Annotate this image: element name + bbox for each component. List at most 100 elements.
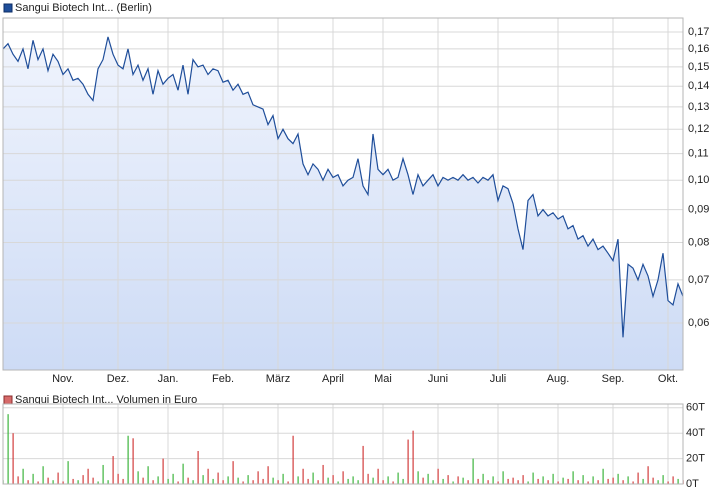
volume-bar xyxy=(342,471,344,484)
volume-bar xyxy=(32,473,34,484)
volume-bar xyxy=(372,477,374,484)
x-tick-label: Aug. xyxy=(547,373,570,385)
volume-bar xyxy=(167,478,169,484)
plot-area xyxy=(3,404,683,484)
volume-bar xyxy=(322,464,324,484)
price-line xyxy=(2,36,684,338)
volume-bar xyxy=(337,481,339,484)
volume-bar xyxy=(457,476,459,484)
volume-bar xyxy=(42,466,44,484)
volume-bar xyxy=(477,478,479,484)
volume-bar xyxy=(487,480,489,484)
volume-bar xyxy=(152,480,154,484)
volume-bar xyxy=(442,478,444,484)
volume-bar xyxy=(532,472,534,484)
volume-bar xyxy=(247,475,249,484)
volume-bar xyxy=(257,471,259,484)
volume-bar xyxy=(122,478,124,484)
volume-bar xyxy=(262,478,264,484)
volume-bar xyxy=(522,475,524,484)
volume-bar xyxy=(132,438,134,484)
y-tick-label: 0,07 xyxy=(688,274,709,286)
volume-bar xyxy=(57,472,59,484)
volume-bar xyxy=(462,477,464,484)
volume-bar xyxy=(62,481,64,484)
volume-bar xyxy=(352,476,354,484)
volume-bar xyxy=(382,480,384,484)
volume-bar xyxy=(612,477,614,484)
volume-bar xyxy=(112,456,114,484)
x-tick-label: Okt. xyxy=(658,373,678,385)
volume-bar xyxy=(297,476,299,484)
volume-bar xyxy=(187,477,189,484)
y-tick-label: 0,14 xyxy=(688,80,709,92)
volume-bar xyxy=(312,472,314,484)
x-tick-label: März xyxy=(266,373,290,385)
volume-bar xyxy=(517,480,519,484)
volume-bar xyxy=(592,476,594,484)
y-tick-label: 0,17 xyxy=(688,26,709,38)
volume-bar xyxy=(142,477,144,484)
volume-bar xyxy=(222,480,224,484)
y-tick-label: 20T xyxy=(686,453,705,465)
volume-bar xyxy=(177,481,179,484)
x-tick-label: Nov. xyxy=(52,373,74,385)
volume-bar xyxy=(577,480,579,484)
volume-bar xyxy=(77,480,79,484)
volume-bar xyxy=(317,480,319,484)
volume-bar xyxy=(617,473,619,484)
x-tick-label: Jan. xyxy=(158,373,179,385)
volume-bar xyxy=(557,481,559,484)
volume-bar xyxy=(597,480,599,484)
y-tick-label: 0,09 xyxy=(688,204,709,216)
volume-bar xyxy=(327,477,329,484)
volume-bar xyxy=(332,475,334,484)
legend-label: Sangui Biotech Int... (Berlin) xyxy=(15,2,152,14)
volume-bar xyxy=(172,473,174,484)
volume-bar xyxy=(97,481,99,484)
volume-bar xyxy=(277,480,279,484)
volume-bar xyxy=(242,481,244,484)
volume-bar xyxy=(7,414,9,484)
volume-bar xyxy=(662,475,664,484)
volume-bar xyxy=(267,466,269,484)
y-tick-label: 0T xyxy=(686,478,699,490)
y-tick-label: 0,15 xyxy=(688,61,709,73)
volume-bar xyxy=(552,473,554,484)
volume-bar xyxy=(357,480,359,484)
volume-bar xyxy=(27,480,29,484)
volume-bar xyxy=(637,472,639,484)
volume-bar xyxy=(157,476,159,484)
volume-bar xyxy=(367,473,369,484)
volume-bar xyxy=(227,476,229,484)
volume-bar xyxy=(147,466,149,484)
volume-bar xyxy=(67,461,69,484)
volume-bar xyxy=(237,477,239,484)
volume-bar xyxy=(582,475,584,484)
volume-bar xyxy=(17,476,19,484)
y-tick-label: 60T xyxy=(686,402,705,414)
volume-bar xyxy=(502,471,504,484)
volume-bar xyxy=(647,466,649,484)
volume-bar xyxy=(212,478,214,484)
y-tick-label: 0,13 xyxy=(688,101,709,113)
volume-bar xyxy=(567,478,569,484)
volume-bar xyxy=(72,478,74,484)
volume-bar xyxy=(447,475,449,484)
x-tick-label: Juni xyxy=(428,373,448,385)
volume-bar xyxy=(162,458,164,484)
volume-bar xyxy=(82,475,84,484)
x-tick-label: Feb. xyxy=(212,373,234,385)
volume-bar xyxy=(467,480,469,484)
legend-label: Sangui Biotech Int... Volumen in Euro xyxy=(15,394,197,406)
volume-bar xyxy=(547,480,549,484)
volume-bar xyxy=(292,435,294,484)
area-fill xyxy=(3,36,683,371)
volume-bar xyxy=(207,468,209,484)
volume-bar xyxy=(102,464,104,484)
plot-border xyxy=(2,17,684,371)
volume-bar xyxy=(217,472,219,484)
volume-bar xyxy=(407,439,409,484)
y-tick-label: 0,12 xyxy=(688,123,709,135)
